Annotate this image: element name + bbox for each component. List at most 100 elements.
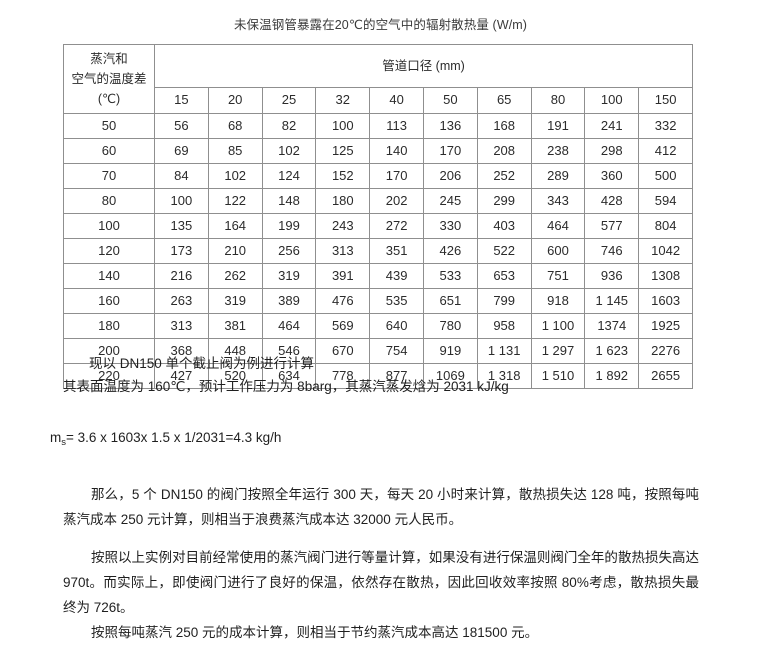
cell: 569 bbox=[315, 313, 371, 339]
table-row: 70 84 102 124 152 170 206 252 289 360 50… bbox=[63, 163, 693, 189]
pipe-size-header-15: 15 bbox=[154, 86, 209, 115]
cell: 381 bbox=[207, 313, 263, 339]
formula-line: ms= 3.6 x 1603x 1.5 x 1/2031=4.3 kg/h bbox=[50, 427, 550, 450]
cell: 313 bbox=[315, 238, 371, 264]
cell: 780 bbox=[422, 313, 478, 339]
table-row: 50 56 68 82 100 113 136 168 191 241 332 bbox=[63, 113, 693, 139]
row-temp-diff: 100 bbox=[63, 213, 155, 239]
cell: 799 bbox=[476, 288, 532, 314]
cell: 113 bbox=[369, 113, 424, 139]
cell: 426 bbox=[422, 238, 478, 264]
cell: 263 bbox=[154, 288, 209, 314]
cell: 210 bbox=[207, 238, 263, 264]
pipe-size-header-80: 80 bbox=[530, 86, 586, 115]
table-head: 蒸汽和 空气的温度差 (℃) 管道口径 (mm) 15 20 25 32 40 … bbox=[63, 44, 693, 115]
cell: 68 bbox=[207, 113, 263, 139]
cell: 85 bbox=[207, 138, 263, 164]
heat-loss-table: 蒸汽和 空气的温度差 (℃) 管道口径 (mm) 15 20 25 32 40 … bbox=[63, 44, 693, 389]
cell: 533 bbox=[422, 263, 478, 289]
cell: 1374 bbox=[584, 313, 640, 339]
cell: 634 bbox=[261, 363, 317, 389]
intro-line-1: 现以 DN150 单个截止阀为例进行计算 bbox=[89, 356, 315, 371]
cell: 368 bbox=[154, 338, 209, 364]
cell: 778 bbox=[315, 363, 371, 389]
cell: 262 bbox=[207, 263, 263, 289]
cell: 1 145 bbox=[584, 288, 640, 314]
cell: 124 bbox=[261, 163, 317, 189]
table-title: 未保温钢管暴露在20℃的空气中的辐射散热量 (W/m) bbox=[233, 18, 528, 32]
cell: 360 bbox=[584, 163, 640, 189]
pipe-size-header-32: 32 bbox=[315, 86, 371, 115]
heat-loss-table-container: 蒸汽和 空气的温度差 (℃) 管道口径 (mm) 15 20 25 32 40 … bbox=[63, 44, 693, 389]
formula-subscript: s bbox=[61, 437, 66, 448]
cell: 332 bbox=[638, 113, 693, 139]
row-header-line-1: 蒸汽和 bbox=[90, 52, 128, 66]
table-row: 200 368 448 546 670 754 919 1 131 1 297 … bbox=[63, 338, 693, 364]
cell: 191 bbox=[530, 113, 586, 139]
pipe-size-header-20: 20 bbox=[207, 86, 263, 115]
cell: 1 623 bbox=[584, 338, 640, 364]
case-paragraph: 那么，5 个 DN150 的阀门按照全年运行 300 天，每天 20 小时来计算… bbox=[63, 487, 699, 527]
row-header-label: 蒸汽和 空气的温度差 (℃) bbox=[63, 44, 155, 114]
row-temp-diff: 120 bbox=[63, 238, 155, 264]
cell: 1925 bbox=[638, 313, 693, 339]
pipe-size-header-40: 40 bbox=[369, 86, 424, 115]
cell: 746 bbox=[584, 238, 640, 264]
cell: 653 bbox=[476, 263, 532, 289]
cell: 500 bbox=[638, 163, 693, 189]
cell: 594 bbox=[638, 188, 693, 214]
row-temp-diff: 60 bbox=[63, 138, 155, 164]
pipe-size-header-50: 50 bbox=[422, 86, 478, 115]
cell: 1 892 bbox=[584, 363, 640, 389]
cell: 958 bbox=[476, 313, 532, 339]
cell: 272 bbox=[369, 213, 424, 239]
formula-expression: = 3.6 x 1603x 1.5 x 1/2031=4.3 kg/h bbox=[66, 430, 282, 445]
cell: 1 297 bbox=[530, 338, 586, 364]
row-temp-diff: 180 bbox=[63, 313, 155, 339]
cell: 428 bbox=[584, 188, 640, 214]
row-temp-diff: 140 bbox=[63, 263, 155, 289]
cell: 202 bbox=[369, 188, 424, 214]
table-row: 220 427 520 634 778 877 1069 1 318 1 510… bbox=[63, 363, 693, 389]
cell: 330 bbox=[422, 213, 478, 239]
cell: 180 bbox=[315, 188, 371, 214]
cell: 1 100 bbox=[530, 313, 586, 339]
cell: 208 bbox=[476, 138, 532, 164]
cell: 164 bbox=[207, 213, 263, 239]
cell: 298 bbox=[584, 138, 640, 164]
cell: 148 bbox=[261, 188, 317, 214]
cell: 319 bbox=[261, 263, 317, 289]
cell: 1603 bbox=[638, 288, 693, 314]
cell: 1308 bbox=[638, 263, 693, 289]
cell: 1069 bbox=[422, 363, 478, 389]
cell: 102 bbox=[261, 138, 317, 164]
cell: 546 bbox=[261, 338, 317, 364]
table-body: 50 56 68 82 100 113 136 168 191 241 332 … bbox=[63, 113, 693, 389]
cell: 100 bbox=[315, 113, 371, 139]
cell: 1 510 bbox=[530, 363, 586, 389]
row-temp-diff: 160 bbox=[63, 288, 155, 314]
cell: 243 bbox=[315, 213, 371, 239]
table-header-row-2: 15 20 25 32 40 50 65 80 100 150 bbox=[64, 86, 693, 115]
cell: 600 bbox=[530, 238, 586, 264]
cell: 522 bbox=[476, 238, 532, 264]
cell: 877 bbox=[369, 363, 424, 389]
intro-line-2: 其表面温度为 160℃，预计工作压力为 8barg，其蒸汽蒸发焓为 2031 k… bbox=[63, 379, 509, 394]
intro-paragraph: 现以 DN150 单个截止阀为例进行计算 其表面温度为 160℃，预计工作压力为… bbox=[63, 352, 703, 398]
cell: 412 bbox=[638, 138, 693, 164]
formula-symbol: m bbox=[50, 430, 62, 445]
cell: 2276 bbox=[638, 338, 693, 364]
cell: 577 bbox=[584, 213, 640, 239]
cell: 299 bbox=[476, 188, 532, 214]
cell: 122 bbox=[207, 188, 263, 214]
pipe-size-header-150: 150 bbox=[638, 86, 693, 115]
cell: 252 bbox=[476, 163, 532, 189]
pipe-size-header-100: 100 bbox=[584, 86, 640, 115]
table-row: 120 173 210 256 313 351 426 522 600 746 … bbox=[63, 238, 693, 264]
table-row: 100 135 164 199 243 272 330 403 464 577 … bbox=[63, 213, 693, 239]
cell: 439 bbox=[369, 263, 424, 289]
row-temp-diff: 220 bbox=[63, 363, 155, 389]
cell: 389 bbox=[261, 288, 317, 314]
cell: 936 bbox=[584, 263, 640, 289]
row-temp-diff: 50 bbox=[63, 113, 155, 139]
